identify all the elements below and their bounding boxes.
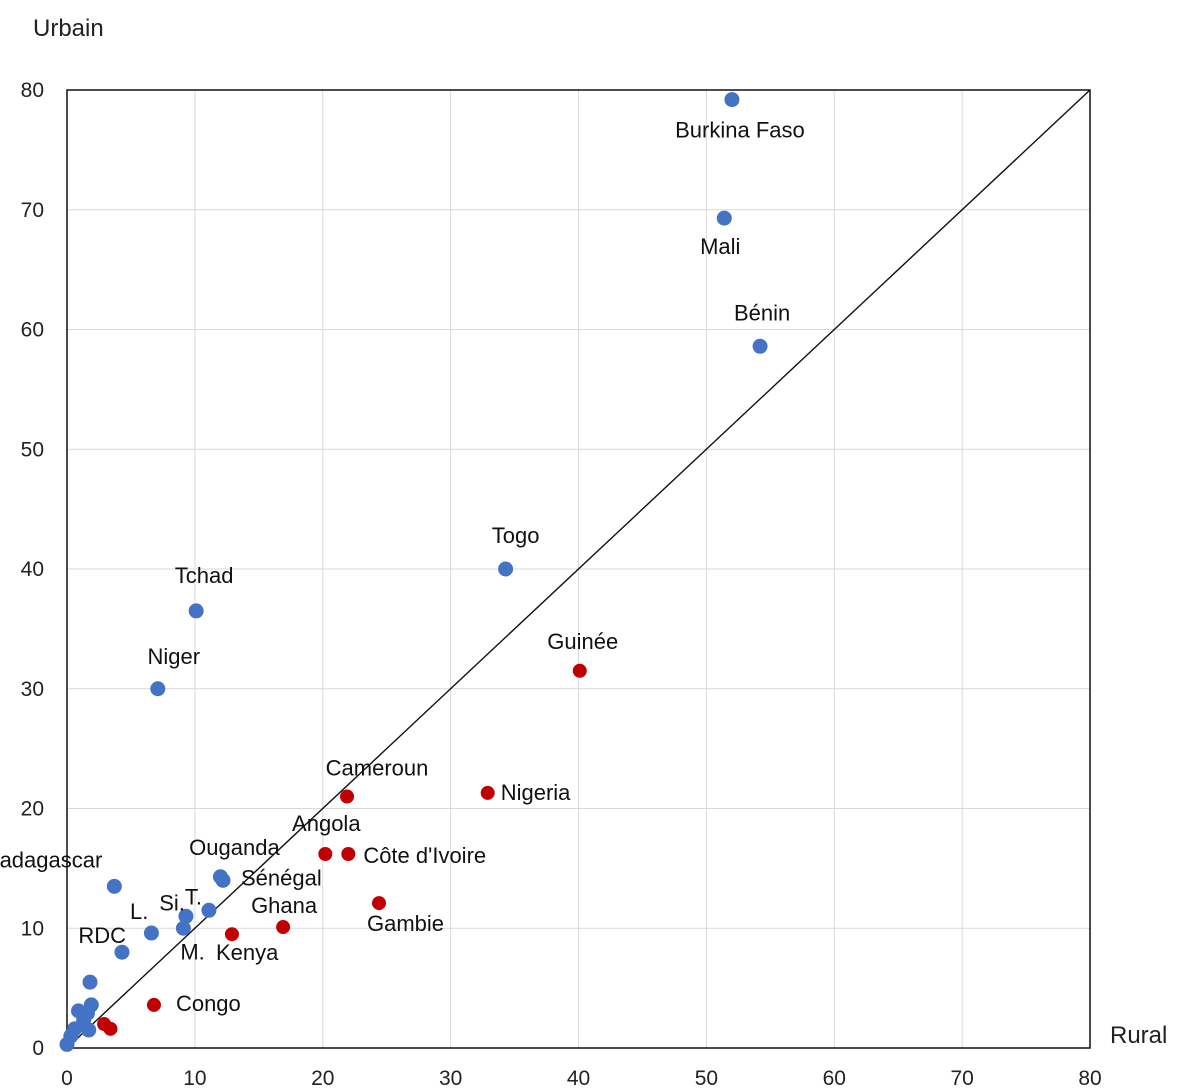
data-point-guin-e <box>572 663 587 678</box>
point-label-congo: Congo <box>176 991 241 1016</box>
data-point-nigeria <box>480 785 495 800</box>
y-tick-label: 40 <box>21 558 44 581</box>
y-tick-label: 20 <box>21 798 44 821</box>
point-label-nigeria: Nigeria <box>501 780 571 805</box>
y-axis-title: Urbain <box>33 15 104 42</box>
point-label-guin-e: Guinée <box>547 629 618 654</box>
data-point-l- <box>143 925 159 941</box>
x-tick-label: 0 <box>61 1067 73 1090</box>
tick-labels: 0 10 20 30 40 50 60 70 80 0 10 20 30 40 50 60 70 80 <box>21 79 1102 1090</box>
point-label-b-nin: Bénin <box>734 300 790 325</box>
data-point-c-te-d-ivoire <box>341 847 356 862</box>
data-point-mali <box>716 210 732 226</box>
point-label-gambie: Gambie <box>367 911 444 936</box>
data-points <box>59 92 768 1052</box>
point-label-ouganda: Ouganda <box>189 835 280 860</box>
point-label-si-: Si. <box>159 890 185 915</box>
data-point-b-nin <box>752 338 768 354</box>
data-point-angola <box>318 847 333 862</box>
x-tick-label: 40 <box>567 1067 590 1090</box>
y-tick-label: 10 <box>21 917 44 940</box>
data-point-kenya <box>224 927 239 942</box>
point-label-l-: L. <box>130 899 148 924</box>
point-label-niger: Niger <box>148 644 201 669</box>
point-label-cameroun: Cameroun <box>326 756 429 781</box>
data-point-unlabeled <box>81 1022 97 1038</box>
y-tick-label: 70 <box>21 199 44 222</box>
x-tick-label: 10 <box>183 1067 206 1090</box>
x-axis-title: Rural <box>1110 1022 1167 1049</box>
point-label-burkina-faso: Burkina Faso <box>675 118 805 143</box>
data-point-burkina-faso <box>724 92 740 108</box>
point-label-madagascar: Madagascar <box>0 847 102 872</box>
data-point-t- <box>201 902 217 918</box>
x-tick-label: 50 <box>695 1067 718 1090</box>
y-tick-label: 50 <box>21 438 44 461</box>
point-label-rdc: RDC <box>78 923 126 948</box>
grid <box>67 90 1090 1048</box>
x-tick-label: 70 <box>950 1067 973 1090</box>
point-labels: Burkina Faso Mali Bénin Togo Tchad Niger Ougan… <box>0 118 805 1016</box>
x-tick-label: 20 <box>311 1067 334 1090</box>
y-tick-label: 80 <box>21 79 44 102</box>
point-label-angola: Angola <box>292 811 361 836</box>
y-tick-label: 30 <box>21 678 44 701</box>
data-point-niger <box>150 681 166 697</box>
data-point-congo <box>146 997 161 1012</box>
diagonal-reference-line <box>66 89 1091 1049</box>
y-tick-label: 60 <box>21 319 44 342</box>
data-point-unlabeled <box>103 1021 118 1036</box>
data-point-unlabeled <box>82 974 98 990</box>
data-point-s-n-gal <box>215 872 231 888</box>
x-tick-label: 60 <box>823 1067 846 1090</box>
point-label-ghana: Ghana <box>251 893 318 918</box>
data-point-cameroun <box>340 789 355 804</box>
data-point-rdc <box>114 944 130 960</box>
x-tick-label: 30 <box>439 1067 462 1090</box>
data-point-gambie <box>372 896 387 911</box>
point-label-m-: M. <box>180 939 204 964</box>
data-point-si- <box>178 908 194 924</box>
point-label-mali: Mali <box>700 234 740 259</box>
data-point-madagascar <box>106 878 122 894</box>
point-label-kenya: Kenya <box>216 940 279 965</box>
data-point-ghana <box>276 920 291 935</box>
point-label-t-: T. <box>185 884 202 909</box>
data-point-unlabeled <box>59 1036 75 1052</box>
x-tick-label: 80 <box>1078 1067 1101 1090</box>
data-point-m- <box>175 920 191 936</box>
plot-frame <box>66 89 1091 1049</box>
point-label-tchad: Tchad <box>175 563 234 588</box>
point-label-c-te-d-ivoire: Côte d'Ivoire <box>363 843 486 868</box>
data-point-togo <box>498 561 514 577</box>
point-label-togo: Togo <box>492 523 540 548</box>
data-point-tchad <box>188 603 204 619</box>
point-label-s-n-gal: Sénégal <box>241 865 322 890</box>
y-tick-label: 0 <box>32 1037 44 1060</box>
